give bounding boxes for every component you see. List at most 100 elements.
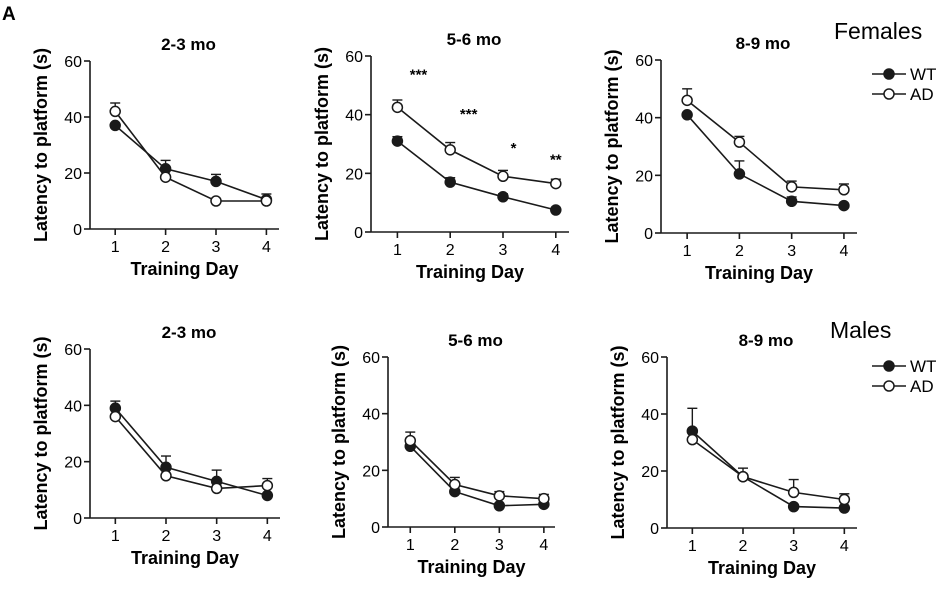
y-tick-label: 20 bbox=[635, 168, 653, 185]
chart-title: 2-3 mo bbox=[162, 323, 217, 342]
x-axis-label: Training Day bbox=[705, 263, 813, 283]
x-tick-label: 4 bbox=[551, 242, 560, 259]
point-ad bbox=[787, 486, 800, 499]
legend-label-ad: AD bbox=[910, 377, 934, 396]
legend-label-wt: WT bbox=[910, 65, 936, 84]
legend-label-wt: WT bbox=[910, 357, 936, 376]
y-tick-label: 60 bbox=[635, 53, 653, 70]
series-line-ad bbox=[409, 440, 544, 500]
point-ad bbox=[785, 181, 798, 193]
x-tick-label: 3 bbox=[787, 243, 796, 260]
y-tick-label: 60 bbox=[641, 350, 659, 367]
x-tick-label: 1 bbox=[688, 538, 697, 555]
chart-title: 2-3 mo bbox=[161, 35, 216, 54]
point-wt bbox=[444, 176, 456, 188]
point-wt bbox=[210, 175, 222, 188]
y-tick-label: 40 bbox=[635, 111, 653, 128]
legend-marker-ad bbox=[883, 380, 895, 392]
x-tick-label: 4 bbox=[539, 537, 548, 554]
legend-label-ad: AD bbox=[910, 85, 934, 104]
x-tick-label: 3 bbox=[212, 239, 221, 256]
point-ad bbox=[210, 195, 222, 207]
point-ad bbox=[159, 171, 172, 183]
point-ad bbox=[493, 490, 506, 502]
x-tick-label: 1 bbox=[406, 537, 415, 554]
y-axis-label: Latency to platform (s) bbox=[312, 47, 332, 241]
y-tick-label: 0 bbox=[73, 511, 82, 528]
y-tick-label: 40 bbox=[362, 407, 380, 424]
y-tick-label: 20 bbox=[64, 455, 82, 472]
series-line-ad bbox=[114, 110, 267, 202]
y-axis-label: Latency to platform (s) bbox=[329, 345, 349, 539]
point-ad bbox=[210, 482, 223, 495]
x-tick-label: 3 bbox=[499, 242, 508, 259]
point-ad bbox=[261, 479, 274, 492]
series-line-ad bbox=[686, 99, 844, 191]
y-tick-label: 40 bbox=[345, 108, 363, 125]
series-line-wt bbox=[691, 430, 845, 509]
point-ad bbox=[737, 470, 749, 483]
chart-females-5-6-mo: 5-6 mo 0 20 40 60 1 2 3 4 Training Day Latency to … bbox=[312, 30, 569, 282]
point-wt bbox=[838, 199, 850, 212]
x-axis-label: Training Day bbox=[416, 262, 524, 282]
x-axis-label: Training Day bbox=[130, 259, 238, 279]
legend-item-wt: WT bbox=[872, 357, 936, 376]
legend-marker-wt bbox=[883, 68, 895, 80]
x-tick-label: 1 bbox=[393, 242, 402, 259]
legend-marker-wt bbox=[883, 360, 895, 372]
x-tick-label: 2 bbox=[162, 528, 171, 545]
y-tick-label: 20 bbox=[641, 464, 659, 481]
point-wt bbox=[787, 500, 800, 513]
y-tick-label: 20 bbox=[345, 166, 363, 183]
point-ad bbox=[260, 195, 273, 207]
series-line-ad bbox=[691, 438, 845, 501]
series-line-wt bbox=[409, 445, 544, 507]
chart-males-2-3-mo: 2-3 mo 0 20 40 60 1 2 3 4 Training Day Latency to … bbox=[31, 323, 280, 568]
point-ad bbox=[686, 433, 699, 446]
point-ad bbox=[538, 492, 550, 505]
x-tick-label: 1 bbox=[111, 239, 120, 256]
x-tick-label: 2 bbox=[446, 242, 455, 259]
chart-title: 8-9 mo bbox=[736, 34, 791, 53]
x-tick-label: 2 bbox=[739, 538, 748, 555]
chart-title: 5-6 mo bbox=[448, 331, 503, 350]
group-label-males: Males bbox=[830, 317, 891, 343]
significance-label: ** bbox=[550, 152, 562, 169]
point-ad bbox=[550, 177, 562, 190]
x-axis-label: Training Day bbox=[417, 557, 525, 577]
y-tick-label: 0 bbox=[650, 521, 659, 538]
point-ad bbox=[444, 144, 456, 156]
x-tick-label: 1 bbox=[683, 243, 692, 260]
series-line-wt bbox=[396, 140, 556, 211]
point-ad bbox=[681, 94, 693, 107]
y-tick-label: 60 bbox=[345, 49, 363, 66]
point-wt bbox=[550, 204, 562, 216]
series-line-wt bbox=[114, 407, 268, 497]
point-wt bbox=[391, 135, 404, 147]
y-tick-label: 60 bbox=[362, 350, 380, 367]
y-tick-label: 40 bbox=[64, 110, 82, 127]
x-tick-label: 4 bbox=[263, 528, 272, 545]
series-line-wt bbox=[114, 124, 267, 201]
series-line-ad bbox=[114, 416, 268, 490]
x-tick-label: 1 bbox=[111, 528, 120, 545]
point-ad bbox=[838, 184, 850, 196]
point-ad bbox=[404, 434, 417, 447]
y-tick-label: 40 bbox=[64, 398, 82, 415]
x-tick-label: 4 bbox=[262, 239, 271, 256]
x-tick-label: 2 bbox=[450, 537, 459, 554]
x-tick-label: 4 bbox=[840, 538, 849, 555]
chart-females-2-3-mo: 2-3 mo 0 20 40 60 1 2 3 4 Training Day Latency to … bbox=[31, 35, 279, 279]
chart-females-8-9-mo: 8-9 mo 0 20 40 60 1 2 3 4 Training Day Latency to … bbox=[602, 34, 857, 283]
point-ad bbox=[391, 101, 404, 114]
point-wt bbox=[785, 195, 798, 208]
significance-label: *** bbox=[460, 106, 478, 123]
group-label-females: Females bbox=[834, 18, 922, 44]
point-ad bbox=[733, 136, 746, 148]
y-tick-label: 0 bbox=[371, 520, 380, 537]
y-tick-label: 0 bbox=[73, 222, 82, 239]
point-wt bbox=[681, 109, 693, 121]
point-ad bbox=[497, 170, 509, 183]
